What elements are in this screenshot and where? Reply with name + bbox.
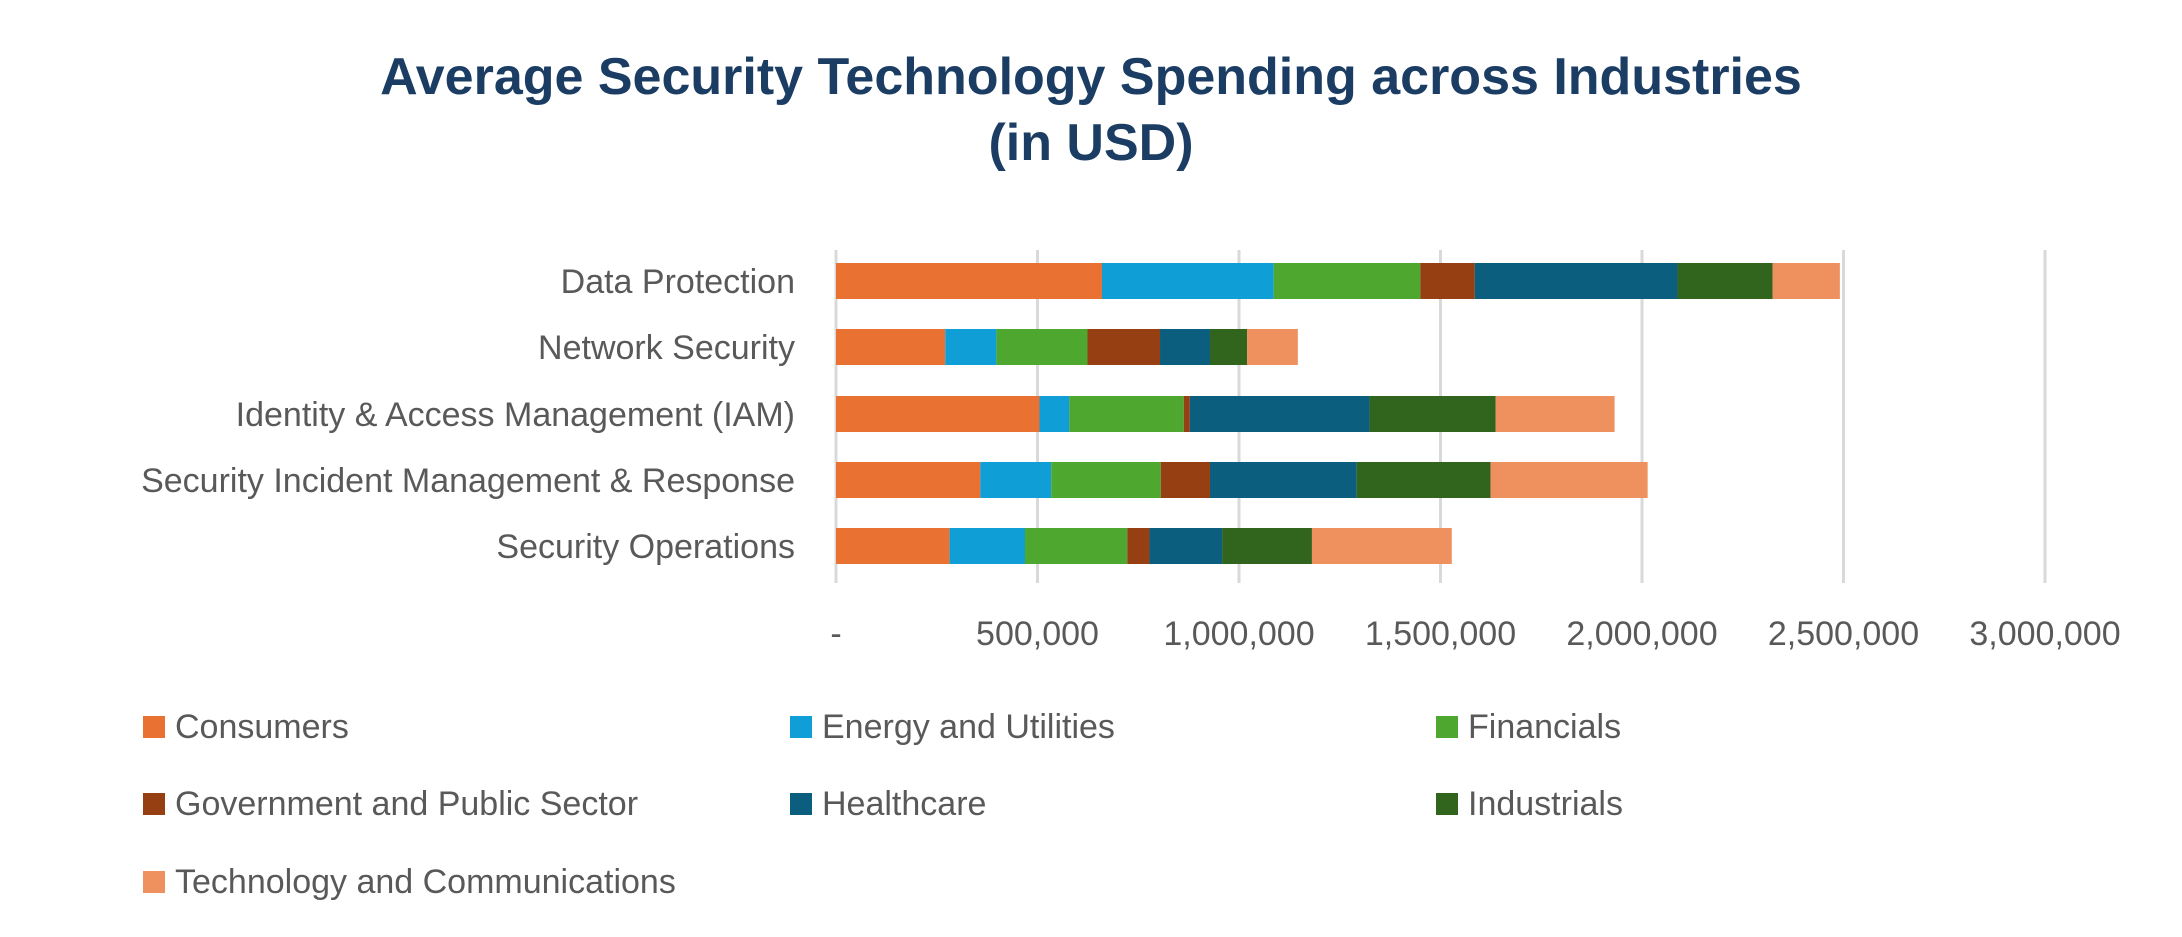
legend-label: Financials <box>1468 708 1622 746</box>
bar-segment-technology-and-communications <box>1495 396 1615 432</box>
legend-swatch <box>790 716 812 738</box>
bar-segment-financials <box>1051 462 1161 498</box>
category-label: Identity & Access Management (IAM) <box>236 396 795 434</box>
legend-item: Energy and Utilities <box>790 707 1115 747</box>
bar-segment-industrials <box>1369 396 1496 432</box>
bar-segment-healthcare <box>1209 462 1357 498</box>
bar-segment-technology-and-communications <box>1247 329 1298 365</box>
bar-segment-government-and-public-sector <box>1183 396 1190 432</box>
bar-segment-government-and-public-sector <box>1420 263 1475 299</box>
category-label: Security Incident Management & Response <box>141 462 795 500</box>
legend-swatch <box>1436 793 1458 815</box>
legend-item: Healthcare <box>790 784 986 824</box>
legend-item: Industrials <box>1436 784 1623 824</box>
bar-segment-financials <box>1025 528 1128 564</box>
legend-label: Energy and Utilities <box>822 708 1115 746</box>
bar-segment-financials <box>1273 263 1421 299</box>
legend-item: Consumers <box>143 707 349 747</box>
title-line-1: Average Security Technology Spending acr… <box>380 48 1802 106</box>
x-tick-label: 1,500,000 <box>1365 615 1516 653</box>
bar-segment-industrials <box>1222 528 1312 564</box>
bar-segment-consumers <box>836 528 950 564</box>
bar-segment-energy-and-utilities <box>945 329 997 365</box>
bar-segment-technology-and-communications <box>1772 263 1840 299</box>
category-label: Network Security <box>538 329 795 367</box>
bar-segment-healthcare <box>1189 396 1370 432</box>
legend-label: Technology and Communications <box>175 863 676 901</box>
bar-segment-consumers <box>836 462 981 498</box>
bar-segment-energy-and-utilities <box>1101 263 1274 299</box>
bar-segment-consumers <box>836 263 1102 299</box>
bar-segment-consumers <box>836 396 1040 432</box>
bar-segment-industrials <box>1209 329 1248 365</box>
legend-label: Industrials <box>1468 785 1623 823</box>
x-tick-label: 2,000,000 <box>1566 615 1717 653</box>
legend-swatch <box>790 793 812 815</box>
legend-item: Financials <box>1436 707 1621 747</box>
category-label: Security Operations <box>496 528 795 566</box>
x-tick-label: 1,000,000 <box>1163 615 1314 653</box>
legend-label: Healthcare <box>822 785 987 823</box>
bar-segment-healthcare <box>1474 263 1678 299</box>
x-tick-label: 500,000 <box>976 615 1099 653</box>
category-label: Data Protection <box>561 263 795 301</box>
x-tick-label: 2,500,000 <box>1768 615 1919 653</box>
legend-label: Consumers <box>175 708 349 746</box>
legend-item: Government and Public Sector <box>143 784 638 824</box>
bar-segment-healthcare <box>1160 329 1210 365</box>
bar-segment-financials <box>1069 396 1184 432</box>
legend-swatch <box>143 871 165 893</box>
bar-segment-technology-and-communications <box>1490 462 1648 498</box>
title-line-2: (in USD) <box>988 114 1194 172</box>
bar-segment-technology-and-communications <box>1311 528 1452 564</box>
bar-segment-energy-and-utilities <box>1039 396 1070 432</box>
bar-segment-energy-and-utilities <box>980 462 1052 498</box>
bar-segment-industrials <box>1677 263 1773 299</box>
bar-segment-industrials <box>1356 462 1491 498</box>
bar-segment-healthcare <box>1149 528 1223 564</box>
x-tick-label: - <box>830 615 841 653</box>
bar-segment-financials <box>996 329 1088 365</box>
legend-swatch <box>1436 716 1458 738</box>
bar-segment-government-and-public-sector <box>1087 329 1161 365</box>
legend-swatch <box>143 716 165 738</box>
bar-segment-energy-and-utilities <box>949 528 1026 564</box>
chart-title: Average Security Technology Spending acr… <box>0 44 2182 176</box>
x-tick-label: 3,000,000 <box>1969 615 2120 653</box>
bar-segment-government-and-public-sector <box>1127 528 1150 564</box>
bar-segment-consumers <box>836 329 946 365</box>
bar-segment-government-and-public-sector <box>1160 462 1210 498</box>
legend-item: Technology and Communications <box>143 862 676 902</box>
legend-swatch <box>143 793 165 815</box>
legend-label: Government and Public Sector <box>175 785 639 823</box>
